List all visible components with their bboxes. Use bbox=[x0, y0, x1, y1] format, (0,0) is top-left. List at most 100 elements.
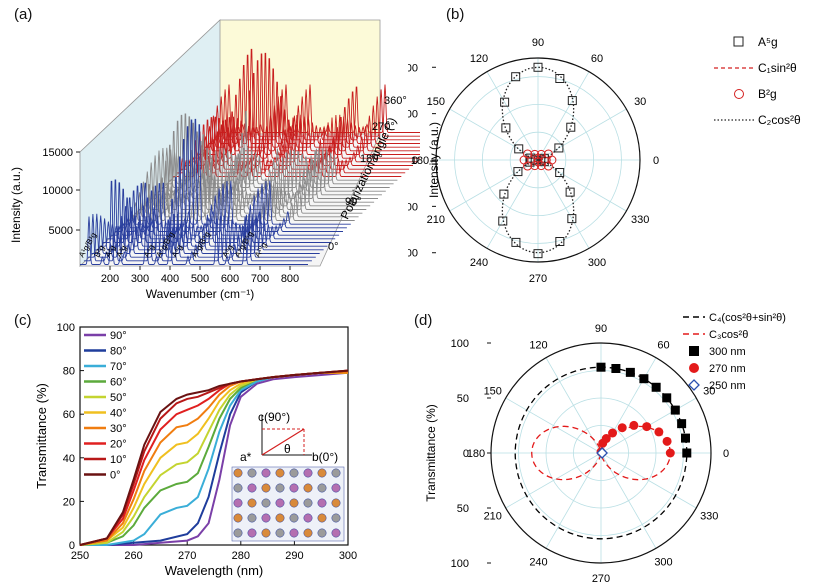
chart-c-x-tick-label: 290 bbox=[285, 550, 303, 562]
chart-d-point-270nm bbox=[608, 428, 618, 438]
chart-b-point-a5g bbox=[533, 249, 543, 259]
chart-b-point-a5g bbox=[566, 122, 576, 132]
chart-c-y-tick-label: 40 bbox=[63, 453, 75, 465]
chart-a-x-tick-label: 300 bbox=[131, 273, 149, 285]
chart-a-y-tick-label: 10000 bbox=[42, 185, 73, 197]
chart-b-legend-swatch bbox=[734, 89, 744, 99]
chart-c-inset-atom bbox=[261, 468, 271, 478]
chart-c-legend-label: 50° bbox=[110, 392, 127, 404]
chart-d-legend-label: 300 nm bbox=[709, 346, 746, 358]
chart-c-x-tick-label: 260 bbox=[124, 550, 142, 562]
chart-b-point-b2g bbox=[523, 161, 533, 171]
chart-b-angle-label: 120 bbox=[470, 53, 488, 65]
chart-c-inset-atom bbox=[261, 498, 271, 508]
chart-a-x-tick-label: 700 bbox=[251, 273, 269, 285]
chart-b-grid-spoke bbox=[537, 71, 590, 161]
chart-a-xlabel: Wavenumber (cm⁻¹) bbox=[146, 287, 255, 301]
chart-c-inset-atom bbox=[261, 483, 271, 493]
chart-c-xlabel: Wavelength (nm) bbox=[165, 563, 264, 578]
chart-d-r-tick-label: 0 bbox=[463, 448, 469, 460]
chart-c-x-tick-label: 280 bbox=[232, 550, 250, 562]
chart-c-inset-atom bbox=[289, 483, 299, 493]
chart-c-legend-label: 60° bbox=[110, 377, 127, 389]
chart-d-point-300nm bbox=[670, 405, 680, 415]
chart-a-z-tick-label: 0° bbox=[328, 241, 339, 253]
chart-c-inset-atom bbox=[275, 483, 285, 493]
chart-d-legend-swatch bbox=[688, 379, 700, 391]
chart-d-angle-label: 210 bbox=[484, 511, 502, 523]
chart-c-inset-atom bbox=[303, 513, 313, 523]
chart-c-inset-atom bbox=[247, 468, 257, 478]
chart-c-inset-atom bbox=[233, 468, 243, 478]
chart-b-point-a5g bbox=[498, 216, 508, 226]
chart-b-angle-label: 60 bbox=[591, 53, 603, 65]
chart-d-angle-label: 300 bbox=[654, 556, 672, 568]
chart-c-inset-c-label: c(90°) bbox=[258, 410, 290, 424]
chart-c-inset-b-label: b(0°) bbox=[312, 450, 338, 464]
chart-d-legend-swatch bbox=[689, 346, 699, 356]
chart-c-y-tick-label: 0 bbox=[69, 540, 75, 552]
chart-b-point-a5g bbox=[500, 97, 510, 107]
chart-c-inset-atom bbox=[233, 498, 243, 508]
chart-d-point-300nm bbox=[596, 362, 606, 372]
chart-b-polar: 0 30 60 90 120 150 180 210 240 270 300 330 0 5000 1000… bbox=[408, 35, 801, 285]
chart-d-angle-label: 60 bbox=[657, 340, 669, 352]
chart-d-legend-label: C₄(cos²θ+sin²θ) bbox=[709, 312, 786, 324]
chart-b-angle-label: 210 bbox=[427, 214, 445, 226]
chart-c-inset-atom bbox=[317, 498, 327, 508]
chart-c-legend-label: 40° bbox=[110, 408, 127, 420]
chart-b-grid-spoke bbox=[449, 159, 539, 212]
chart-b-r-tick-label: 10000 bbox=[408, 62, 418, 74]
chart-a-waterfall: 200 300 400 500 600 700 800 Wavenumber (cm⁻¹) 50… bbox=[9, 19, 420, 301]
chart-c-inset-atom bbox=[275, 528, 285, 538]
chart-b-angle-label: 240 bbox=[470, 257, 488, 269]
chart-c-inset-atom bbox=[233, 483, 243, 493]
chart-c-legend-label: 70° bbox=[110, 361, 127, 373]
chart-c-inset-atom bbox=[303, 498, 313, 508]
chart-c-legend-label: 90° bbox=[110, 330, 127, 342]
chart-b-ylabel: Intensity (a.u.) bbox=[427, 122, 441, 198]
chart-b-angle-label: 90 bbox=[532, 37, 544, 49]
chart-c-y-tick-label: 80 bbox=[63, 366, 75, 378]
chart-d-angle-label: 240 bbox=[529, 556, 547, 568]
chart-b-grid-spoke bbox=[449, 108, 539, 161]
chart-c-inset-atom bbox=[261, 513, 271, 523]
chart-a-z-tick-label: 90° bbox=[345, 196, 362, 208]
chart-d-angle-label: 90 bbox=[595, 323, 607, 335]
chart-b-grid-spoke bbox=[537, 159, 590, 249]
chart-c-inset-atom bbox=[317, 483, 327, 493]
chart-b-point-a5g bbox=[499, 189, 509, 199]
chart-a-z-tick-label: 360° bbox=[384, 95, 407, 107]
chart-b-point-b2g bbox=[543, 161, 553, 171]
chart-d-legend-label: 270 nm bbox=[709, 363, 746, 375]
panel-label-c: (c) bbox=[14, 312, 32, 329]
chart-c-x-tick-label: 300 bbox=[339, 550, 357, 562]
chart-c-inset-e-vector bbox=[261, 428, 305, 456]
chart-c-inset-atom bbox=[331, 468, 341, 478]
chart-d-point-300nm bbox=[625, 367, 635, 377]
chart-c-inset-atom bbox=[247, 528, 257, 538]
chart-b-angle-label: 150 bbox=[427, 96, 445, 108]
chart-b-point-a5g bbox=[555, 237, 565, 247]
chart-c-inset-atom bbox=[261, 528, 271, 538]
chart-b-r-tick-label: 10000 bbox=[408, 248, 418, 260]
chart-b-point-a5g bbox=[533, 62, 543, 72]
chart-d-grid-spoke bbox=[505, 397, 602, 454]
chart-b-point-b2g bbox=[543, 149, 553, 159]
chart-c-inset-atom bbox=[317, 528, 327, 538]
chart-c-inset-atom bbox=[331, 528, 341, 538]
chart-c-inset: c(90°) a* b(0°) θ bbox=[231, 410, 345, 542]
chart-d-angle-label: 120 bbox=[529, 340, 547, 352]
chart-c-x-tick-label: 270 bbox=[178, 550, 196, 562]
chart-d-point-300nm bbox=[611, 364, 621, 374]
chart-d-legend-label: 250 nm bbox=[709, 380, 746, 392]
chart-a-y-tick-label: 5000 bbox=[49, 225, 73, 237]
chart-c-inset-atom bbox=[331, 483, 341, 493]
chart-d-point-270nm bbox=[665, 448, 675, 458]
chart-b-point-a5g bbox=[511, 237, 521, 247]
chart-c-series-line bbox=[80, 371, 349, 546]
chart-d-angle-label: 30 bbox=[703, 386, 715, 398]
chart-d-point-300nm bbox=[651, 382, 661, 392]
chart-d-point-300nm bbox=[682, 448, 692, 458]
chart-b-grid-spoke bbox=[537, 159, 627, 212]
